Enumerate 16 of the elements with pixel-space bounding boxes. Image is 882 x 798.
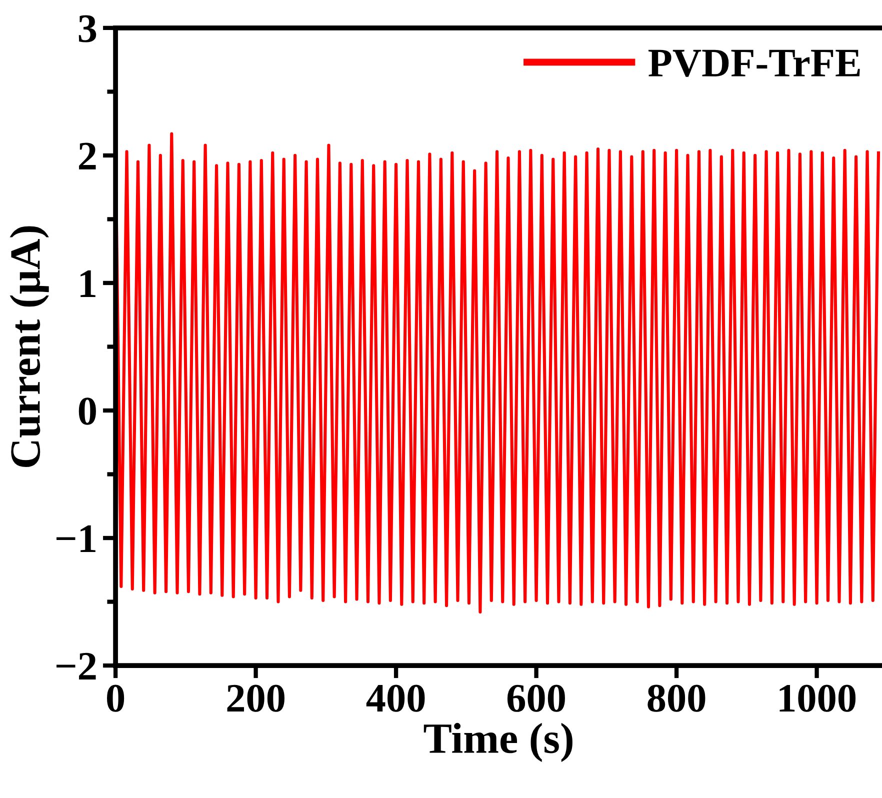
x-tick-label: 0 xyxy=(107,684,124,712)
y-tick-label: 0 xyxy=(78,398,96,425)
x-tick-label: 400 xyxy=(366,684,425,712)
x-axis-title: Time (s) xyxy=(424,722,572,762)
line-series xyxy=(116,132,880,614)
y-tick-label: 1 xyxy=(80,270,96,297)
y-tick-label: 3 xyxy=(78,15,96,42)
x-tick-label: 1000 xyxy=(780,684,856,712)
x-tick-label: 800 xyxy=(648,684,706,712)
y-tick-label: −2 xyxy=(56,652,96,680)
x-tick-label: 200 xyxy=(227,684,284,712)
y-axis-title: Current (μA) xyxy=(10,226,49,468)
y-tick-label: −1 xyxy=(56,525,96,552)
y-tick-label: 2 xyxy=(79,142,96,170)
legend-label: PVDF-TrFE xyxy=(648,50,860,77)
x-tick-label: 600 xyxy=(507,684,565,712)
